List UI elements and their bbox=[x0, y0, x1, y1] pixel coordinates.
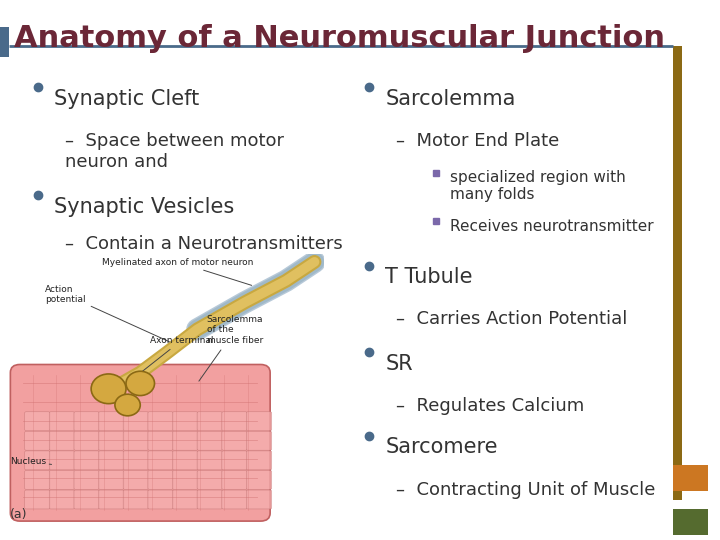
FancyBboxPatch shape bbox=[10, 364, 270, 521]
FancyBboxPatch shape bbox=[0, 27, 9, 57]
Text: Sarcolemma
of the
muscle fiber: Sarcolemma of the muscle fiber bbox=[199, 315, 264, 381]
FancyBboxPatch shape bbox=[99, 411, 124, 431]
FancyBboxPatch shape bbox=[246, 451, 271, 470]
Text: Sarcomere: Sarcomere bbox=[385, 437, 498, 457]
FancyBboxPatch shape bbox=[99, 451, 124, 470]
Text: –  Carries Action Potential: – Carries Action Potential bbox=[396, 310, 627, 328]
FancyBboxPatch shape bbox=[74, 431, 99, 450]
FancyBboxPatch shape bbox=[246, 431, 271, 450]
FancyBboxPatch shape bbox=[49, 431, 75, 450]
Text: Nucleus: Nucleus bbox=[10, 457, 52, 467]
FancyBboxPatch shape bbox=[24, 490, 50, 509]
FancyBboxPatch shape bbox=[173, 431, 198, 450]
FancyBboxPatch shape bbox=[246, 470, 271, 489]
FancyBboxPatch shape bbox=[99, 431, 124, 450]
FancyBboxPatch shape bbox=[123, 490, 148, 509]
FancyBboxPatch shape bbox=[673, 509, 708, 535]
FancyBboxPatch shape bbox=[222, 411, 247, 431]
FancyBboxPatch shape bbox=[246, 490, 271, 509]
Text: Synaptic Cleft: Synaptic Cleft bbox=[54, 89, 199, 109]
Text: Synaptic Vesicles: Synaptic Vesicles bbox=[54, 197, 234, 217]
FancyBboxPatch shape bbox=[74, 470, 99, 489]
FancyBboxPatch shape bbox=[173, 411, 198, 431]
Text: SR: SR bbox=[385, 354, 413, 374]
FancyBboxPatch shape bbox=[148, 490, 174, 509]
FancyBboxPatch shape bbox=[197, 431, 222, 450]
FancyBboxPatch shape bbox=[74, 451, 99, 470]
Text: Anatomy of a Neuromuscular Junction: Anatomy of a Neuromuscular Junction bbox=[14, 24, 665, 53]
Circle shape bbox=[115, 394, 140, 416]
Circle shape bbox=[126, 372, 155, 395]
FancyBboxPatch shape bbox=[74, 490, 99, 509]
Text: –  Regulates Calcium: – Regulates Calcium bbox=[396, 397, 584, 415]
FancyBboxPatch shape bbox=[148, 411, 174, 431]
FancyBboxPatch shape bbox=[49, 470, 75, 489]
FancyBboxPatch shape bbox=[148, 470, 174, 489]
FancyBboxPatch shape bbox=[123, 451, 148, 470]
FancyBboxPatch shape bbox=[24, 411, 50, 431]
Text: T Tubule: T Tubule bbox=[385, 267, 473, 287]
FancyBboxPatch shape bbox=[74, 411, 99, 431]
FancyBboxPatch shape bbox=[173, 451, 198, 470]
Text: –  Contain a Neurotransmitters: – Contain a Neurotransmitters bbox=[65, 235, 343, 253]
Text: –  Contracting Unit of Muscle: – Contracting Unit of Muscle bbox=[396, 481, 655, 498]
FancyBboxPatch shape bbox=[148, 431, 174, 450]
Text: Axon terminal: Axon terminal bbox=[136, 336, 213, 376]
Text: Receives neurotransmitter: Receives neurotransmitter bbox=[450, 219, 654, 234]
FancyBboxPatch shape bbox=[123, 470, 148, 489]
FancyBboxPatch shape bbox=[99, 470, 124, 489]
FancyBboxPatch shape bbox=[197, 470, 222, 489]
Text: Action
potential: Action potential bbox=[45, 285, 169, 342]
FancyBboxPatch shape bbox=[197, 490, 222, 509]
Text: specialized region with
many folds: specialized region with many folds bbox=[450, 170, 626, 202]
FancyBboxPatch shape bbox=[123, 431, 148, 450]
Text: –  Motor End Plate: – Motor End Plate bbox=[396, 132, 559, 150]
FancyBboxPatch shape bbox=[173, 490, 198, 509]
FancyBboxPatch shape bbox=[24, 470, 50, 489]
FancyBboxPatch shape bbox=[49, 451, 75, 470]
Text: Sarcolemma: Sarcolemma bbox=[385, 89, 516, 109]
FancyBboxPatch shape bbox=[673, 465, 708, 491]
FancyBboxPatch shape bbox=[246, 411, 271, 431]
FancyBboxPatch shape bbox=[673, 46, 682, 500]
FancyBboxPatch shape bbox=[49, 411, 75, 431]
FancyBboxPatch shape bbox=[222, 451, 247, 470]
FancyBboxPatch shape bbox=[197, 411, 222, 431]
FancyBboxPatch shape bbox=[99, 490, 124, 509]
FancyBboxPatch shape bbox=[24, 451, 50, 470]
FancyBboxPatch shape bbox=[148, 451, 174, 470]
FancyBboxPatch shape bbox=[222, 470, 247, 489]
FancyBboxPatch shape bbox=[49, 490, 75, 509]
FancyBboxPatch shape bbox=[197, 451, 222, 470]
FancyBboxPatch shape bbox=[173, 470, 198, 489]
FancyBboxPatch shape bbox=[222, 490, 247, 509]
FancyBboxPatch shape bbox=[222, 431, 247, 450]
FancyBboxPatch shape bbox=[123, 411, 148, 431]
Text: Myelinated axon of motor neuron: Myelinated axon of motor neuron bbox=[102, 258, 253, 285]
FancyBboxPatch shape bbox=[24, 431, 50, 450]
Text: (a): (a) bbox=[10, 508, 28, 521]
Text: –  Space between motor
neuron and: – Space between motor neuron and bbox=[65, 132, 284, 171]
Circle shape bbox=[91, 374, 126, 404]
